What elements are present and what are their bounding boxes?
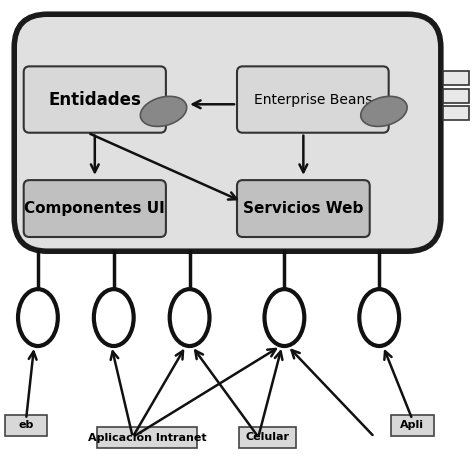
Text: eb: eb [18, 420, 34, 430]
Text: Servicios Web: Servicios Web [243, 201, 364, 216]
Ellipse shape [264, 289, 304, 346]
Ellipse shape [361, 96, 407, 127]
Bar [391, 415, 434, 436]
Bar [443, 71, 469, 85]
Ellipse shape [170, 289, 210, 346]
Bar [97, 427, 197, 448]
Bar [443, 106, 469, 120]
FancyBboxPatch shape [24, 180, 166, 237]
Bar [443, 89, 469, 103]
FancyBboxPatch shape [237, 66, 389, 133]
Ellipse shape [359, 289, 399, 346]
FancyBboxPatch shape [14, 14, 441, 251]
Ellipse shape [140, 96, 187, 127]
Text: Enterprise Beans: Enterprise Beans [254, 92, 372, 107]
FancyBboxPatch shape [237, 180, 370, 237]
Bar [239, 427, 296, 448]
Bar [5, 415, 47, 436]
Text: Componentes UI: Componentes UI [25, 201, 165, 216]
Text: Celular: Celular [246, 432, 290, 442]
FancyBboxPatch shape [24, 66, 166, 133]
Text: Apli: Apli [401, 420, 424, 430]
Ellipse shape [18, 289, 58, 346]
Text: Entidades: Entidades [48, 91, 141, 109]
Ellipse shape [94, 289, 134, 346]
Text: Aplicación Intranet: Aplicación Intranet [88, 432, 206, 443]
